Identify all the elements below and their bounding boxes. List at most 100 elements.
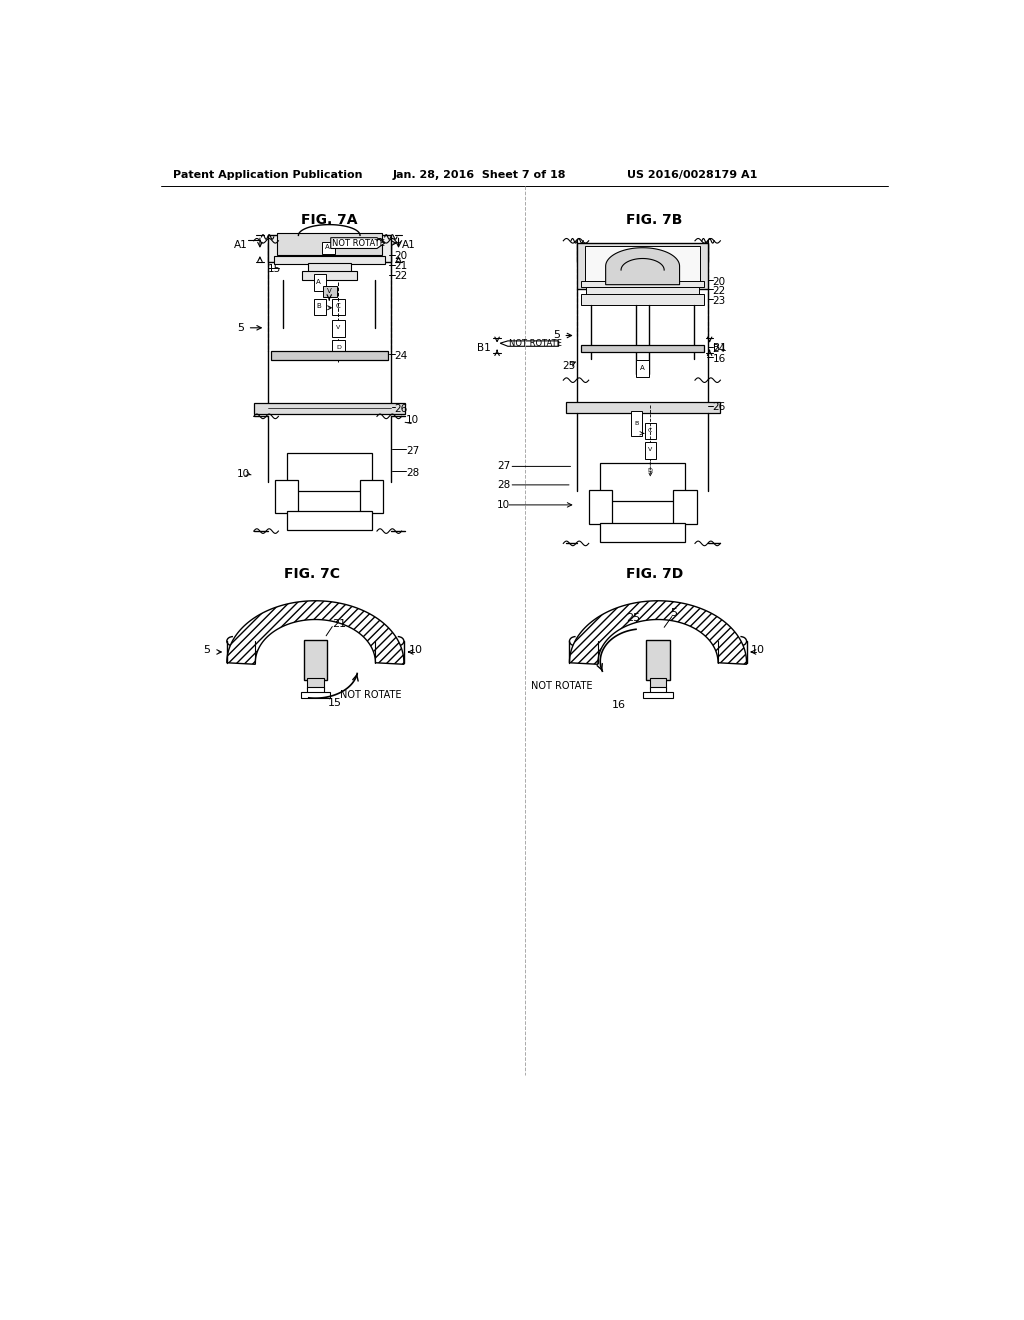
Text: 20: 20 bbox=[394, 251, 408, 261]
Polygon shape bbox=[500, 341, 559, 346]
Text: 10: 10 bbox=[752, 645, 765, 656]
Text: A: A bbox=[316, 279, 321, 285]
Text: NOT ROTATE: NOT ROTATE bbox=[531, 681, 593, 690]
Text: 26: 26 bbox=[713, 403, 726, 412]
Bar bbox=[565, 401, 720, 412]
Bar bbox=[631, 411, 642, 436]
Text: 5: 5 bbox=[238, 323, 245, 333]
Bar bbox=[273, 256, 385, 264]
Bar bbox=[333, 298, 345, 315]
Text: Patent Application Publication: Patent Application Publication bbox=[173, 170, 362, 181]
Bar bbox=[322, 242, 336, 253]
Text: V: V bbox=[336, 325, 341, 330]
Bar bbox=[600, 462, 685, 502]
Text: D: D bbox=[648, 467, 652, 473]
Text: US 2016/0028179 A1: US 2016/0028179 A1 bbox=[628, 170, 758, 181]
Text: 5: 5 bbox=[203, 645, 210, 656]
Text: A: A bbox=[640, 364, 645, 371]
Bar bbox=[276, 234, 382, 255]
Bar bbox=[578, 243, 708, 289]
Bar bbox=[587, 286, 698, 294]
Text: 15: 15 bbox=[328, 698, 342, 708]
Bar bbox=[581, 345, 705, 352]
Bar bbox=[649, 678, 667, 689]
Text: B1: B1 bbox=[713, 343, 726, 352]
Text: A: A bbox=[325, 244, 330, 249]
Bar bbox=[313, 275, 326, 290]
Text: NOT ROTATE: NOT ROTATE bbox=[333, 239, 385, 248]
Bar bbox=[254, 404, 404, 414]
Text: 22: 22 bbox=[394, 271, 408, 281]
Text: 10: 10 bbox=[407, 416, 420, 425]
Bar bbox=[307, 688, 324, 693]
Bar bbox=[646, 640, 670, 680]
Bar bbox=[649, 688, 667, 693]
Bar bbox=[333, 321, 345, 337]
Bar bbox=[645, 422, 655, 440]
Bar bbox=[287, 453, 372, 491]
Bar bbox=[301, 692, 330, 698]
Text: V: V bbox=[327, 288, 332, 294]
Bar bbox=[645, 442, 655, 459]
Text: 25: 25 bbox=[562, 362, 575, 371]
Bar bbox=[275, 480, 298, 512]
Text: FIG. 7D: FIG. 7D bbox=[626, 568, 683, 581]
Text: 16: 16 bbox=[611, 700, 626, 710]
Text: 24: 24 bbox=[713, 343, 726, 354]
Text: NOT ROTATE: NOT ROTATE bbox=[509, 339, 562, 347]
Text: 16: 16 bbox=[713, 354, 726, 363]
Text: B: B bbox=[634, 421, 639, 426]
Text: 28: 28 bbox=[407, 467, 420, 478]
Text: 27: 27 bbox=[497, 462, 510, 471]
Polygon shape bbox=[569, 601, 746, 664]
Text: 10: 10 bbox=[497, 500, 510, 510]
Bar bbox=[636, 360, 649, 378]
Text: V: V bbox=[648, 447, 652, 451]
Text: 24: 24 bbox=[394, 351, 408, 360]
Bar bbox=[304, 640, 327, 680]
Text: 10: 10 bbox=[409, 645, 423, 656]
Polygon shape bbox=[331, 238, 385, 248]
Text: C: C bbox=[648, 429, 652, 433]
Text: A1: A1 bbox=[402, 240, 416, 249]
Text: C: C bbox=[336, 304, 341, 309]
Bar bbox=[270, 351, 388, 360]
Bar bbox=[287, 511, 372, 529]
Polygon shape bbox=[226, 601, 403, 664]
Bar bbox=[307, 263, 351, 272]
Text: B1: B1 bbox=[477, 343, 490, 352]
Bar bbox=[643, 692, 673, 698]
Text: FIG. 7A: FIG. 7A bbox=[301, 213, 357, 227]
Text: 20: 20 bbox=[713, 277, 726, 286]
Bar bbox=[581, 294, 705, 305]
Text: 15: 15 bbox=[267, 264, 281, 275]
Text: 10: 10 bbox=[237, 469, 250, 479]
Text: FIG. 7C: FIG. 7C bbox=[284, 568, 340, 581]
Bar bbox=[267, 235, 391, 263]
Bar bbox=[600, 523, 685, 543]
Text: 5: 5 bbox=[553, 330, 560, 341]
Text: Jan. 28, 2016  Sheet 7 of 18: Jan. 28, 2016 Sheet 7 of 18 bbox=[392, 170, 566, 181]
Bar bbox=[307, 678, 324, 689]
Text: 25: 25 bbox=[627, 612, 640, 623]
Text: 27: 27 bbox=[407, 446, 420, 455]
Polygon shape bbox=[605, 248, 680, 285]
Bar bbox=[585, 246, 700, 285]
Text: 22: 22 bbox=[713, 286, 726, 296]
Text: B: B bbox=[316, 304, 321, 309]
Text: 23: 23 bbox=[713, 296, 726, 306]
Bar bbox=[333, 341, 345, 358]
Text: A1: A1 bbox=[233, 240, 248, 249]
Text: D: D bbox=[336, 346, 341, 350]
Bar bbox=[674, 490, 696, 524]
Bar bbox=[323, 286, 337, 297]
Text: 21: 21 bbox=[333, 619, 346, 630]
Bar bbox=[360, 480, 383, 512]
Bar bbox=[581, 281, 705, 286]
Text: 28: 28 bbox=[497, 480, 510, 490]
Bar bbox=[645, 462, 655, 479]
Text: FIG. 7B: FIG. 7B bbox=[626, 213, 682, 227]
Bar bbox=[313, 298, 326, 315]
Bar bbox=[301, 271, 357, 280]
Bar bbox=[589, 490, 611, 524]
